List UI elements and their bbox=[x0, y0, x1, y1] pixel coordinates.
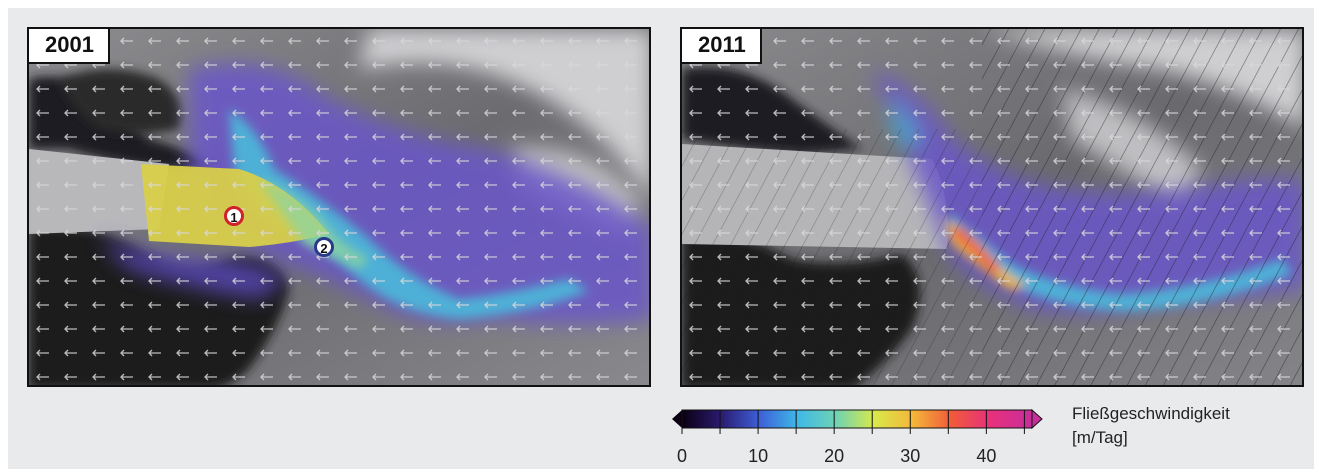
colorbar-max-arrow bbox=[1031, 408, 1043, 430]
map-panel-2001: 2001 1 2 bbox=[27, 27, 651, 387]
velocity-map-2001 bbox=[29, 29, 649, 385]
location-marker-1: 1 bbox=[224, 206, 244, 226]
colorbar-tick-label: 20 bbox=[824, 446, 845, 466]
colorbar-gradient bbox=[681, 409, 1033, 429]
colorbar-tick-label: 40 bbox=[976, 446, 997, 466]
colorbar-tick-label: 10 bbox=[748, 446, 769, 466]
legend-title: Fließgeschwindigkeit bbox=[1072, 404, 1230, 423]
legend-unit: [m/Tag] bbox=[1072, 428, 1128, 447]
colorbar-min-arrow bbox=[672, 410, 682, 428]
colorbar-ticks bbox=[681, 410, 1025, 434]
colorbar-tick-label: 30 bbox=[900, 446, 921, 466]
velocity-map-2011 bbox=[682, 29, 1302, 385]
panel-year-label: 2011 bbox=[682, 29, 762, 64]
panel-year-label: 2001 bbox=[29, 29, 110, 64]
velocity-colorbar bbox=[672, 408, 1043, 434]
map-panel-2011: 2011 bbox=[680, 27, 1304, 387]
colorbar-tick-label: 0 bbox=[676, 446, 687, 466]
location-marker-2: 2 bbox=[314, 237, 334, 257]
